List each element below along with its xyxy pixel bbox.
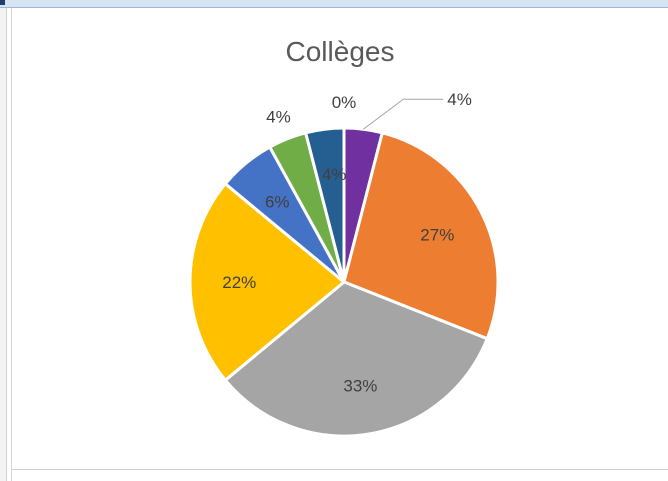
left-margin-line <box>11 8 12 481</box>
data-label-5: 4% <box>266 107 291 126</box>
window-top-strip <box>0 0 668 8</box>
pie-slice-1 <box>342 131 500 341</box>
chart-area[interactable]: Collèges 4% 27% 33% 22% 6% 4% 4% 0% <box>12 8 668 470</box>
leader-line-0 <box>363 98 444 130</box>
data-label-7: 0% <box>332 93 357 112</box>
data-label-4: 6% <box>265 192 290 211</box>
pie-slice-3 <box>188 182 346 382</box>
pie-slice-6 <box>304 126 346 284</box>
data-label-0: 4% <box>447 90 472 109</box>
data-label-6: 4% <box>322 165 347 184</box>
data-label-1: 27% <box>420 225 454 244</box>
data-label-2: 33% <box>343 376 377 395</box>
pie-chart: 4% 27% 33% 22% 6% 4% 4% 0% <box>188 90 500 438</box>
chart-title: Collèges <box>285 36 395 67</box>
data-label-3: 22% <box>222 273 256 292</box>
pie-slice-2 <box>223 280 489 438</box>
window-corner-marker <box>0 0 5 5</box>
left-ruler <box>0 8 7 481</box>
chart-bottom-border <box>12 469 668 470</box>
